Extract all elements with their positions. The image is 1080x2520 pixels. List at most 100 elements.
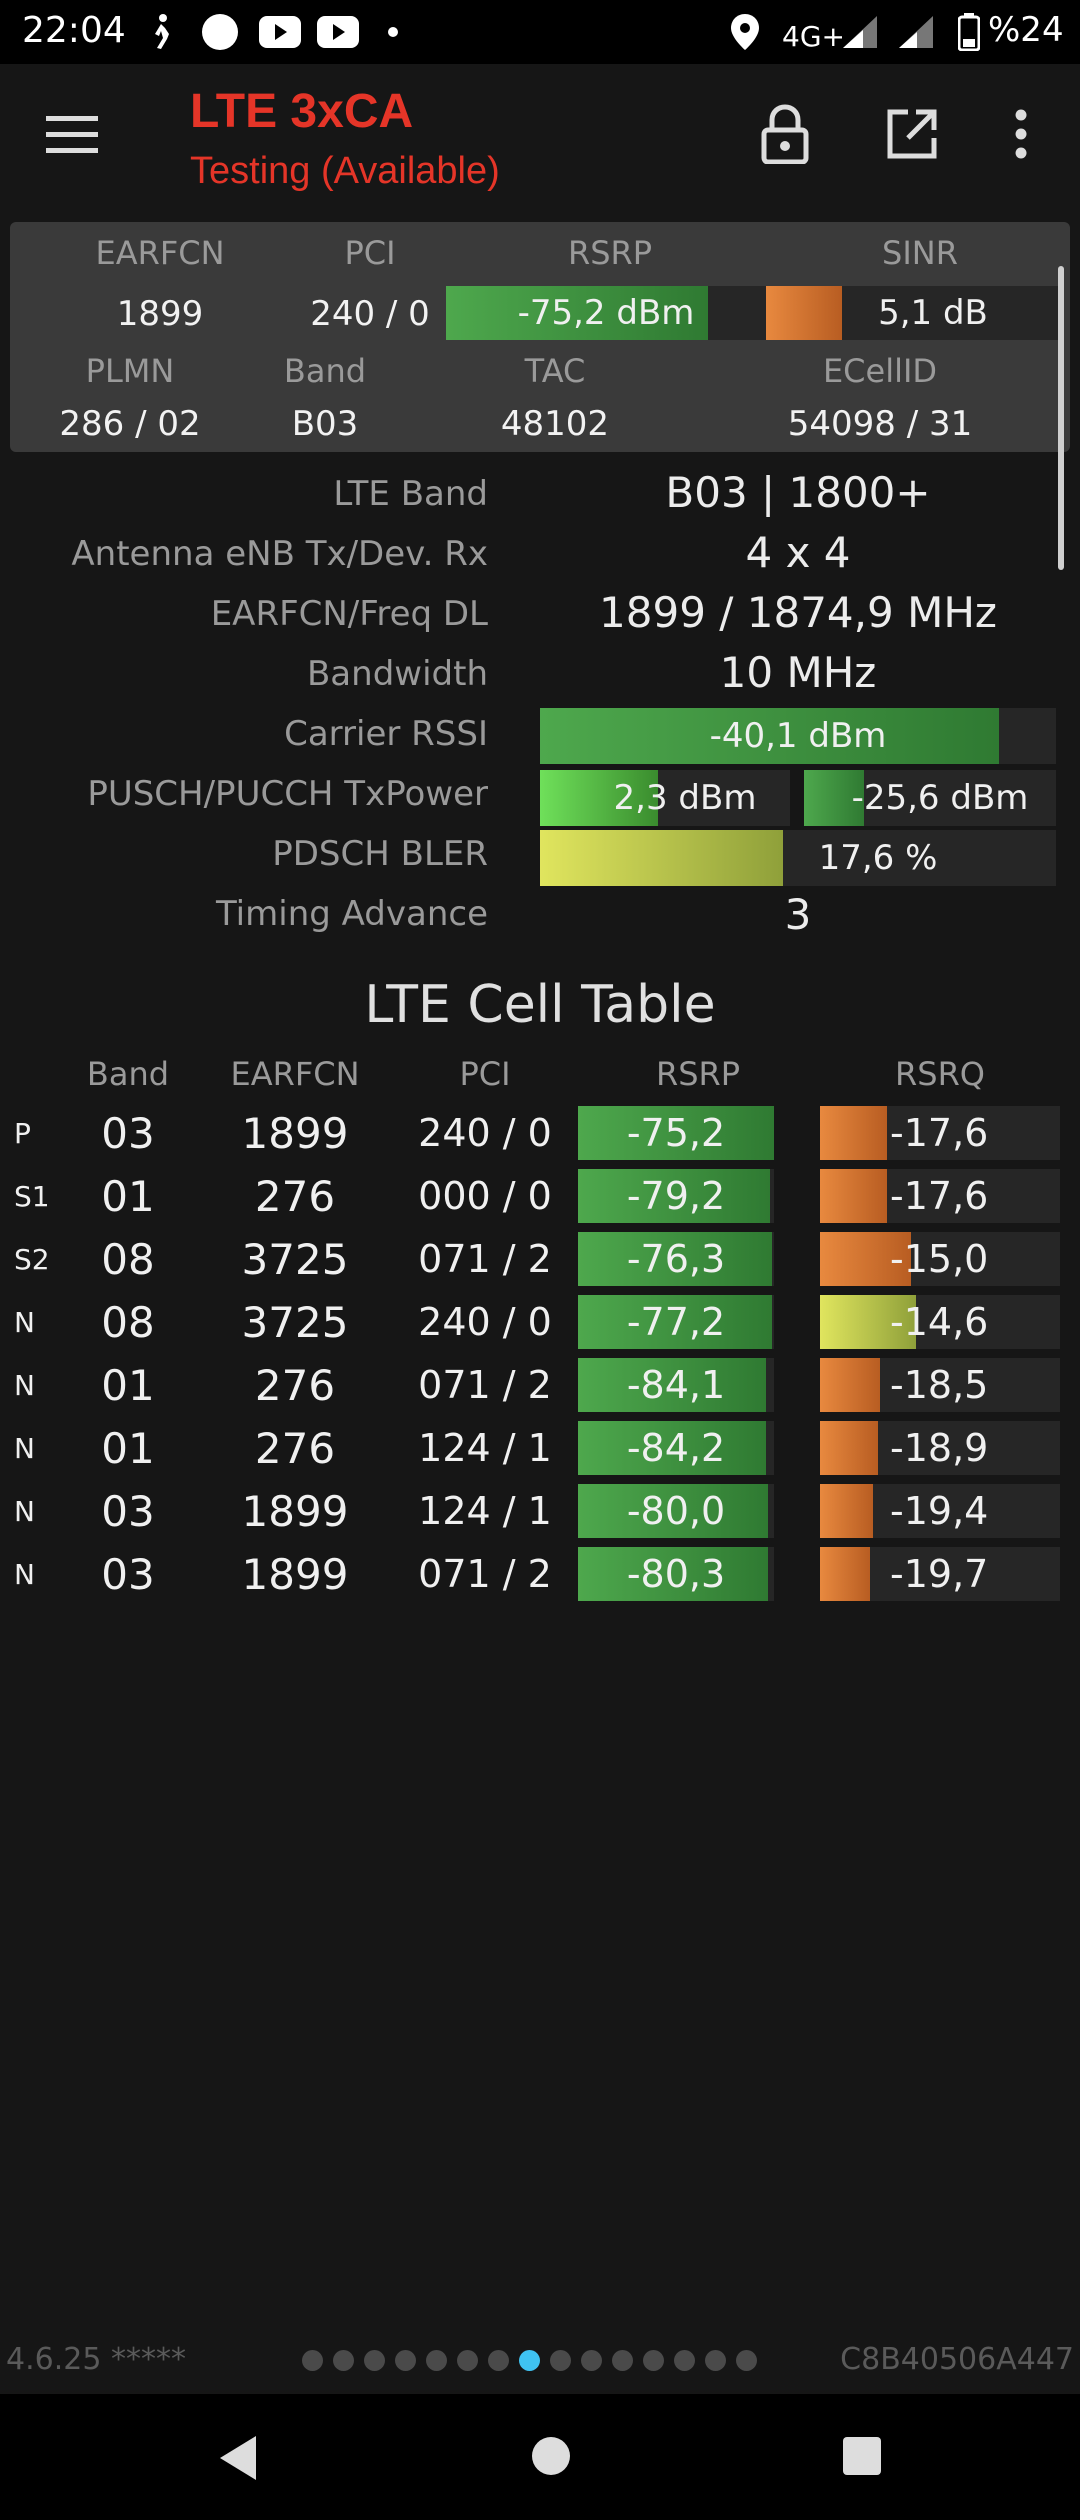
row-rsrp-fill (578, 1358, 767, 1412)
page-dot[interactable] (488, 2350, 509, 2371)
lock-icon[interactable] (760, 104, 810, 165)
summary-sinr-value: 5,1 dB (878, 293, 988, 333)
summary-header-plmn: PLMN (85, 352, 175, 390)
row-rsrp-fill (578, 1421, 767, 1475)
table-row: N 01 276 124 / 1 -84,2 -18,9 (0, 1417, 1080, 1479)
page-dot[interactable] (705, 2350, 726, 2371)
row-rsrp-fill (578, 1484, 769, 1538)
table-header-rsrp: RSRP (655, 1055, 741, 1093)
summary-header-rsrp: RSRP (567, 234, 653, 272)
detail-value-carrier-rssi: -40,1 dBm (709, 716, 887, 756)
row-rsrp-fill (578, 1106, 774, 1160)
page-dot[interactable] (674, 2350, 695, 2371)
detail-value-lte-band: B03 | 1800+ (665, 468, 931, 517)
detail-label-lte-band: LTE Band (333, 474, 488, 514)
signal-icon (840, 12, 880, 52)
row-rsrp-bar: -84,2 (578, 1421, 774, 1475)
page-dot[interactable] (457, 2350, 478, 2371)
row-band: 01 (101, 1423, 155, 1473)
row-pci: 071 / 2 (418, 1363, 552, 1407)
summary-header-sinr: SINR (882, 234, 958, 272)
table-header-band: Band (86, 1055, 170, 1093)
pusch-txpower-bar: 2,3 dBm (540, 770, 790, 826)
detail-value-earfcn-freq: 1899 / 1874,9 MHz (599, 588, 997, 637)
row-pci: 240 / 0 (418, 1300, 552, 1344)
row-rsrp-value: -80,3 (626, 1552, 726, 1596)
summary-ecellid: 54098 / 31 (787, 404, 973, 444)
carrier-rssi-bar: -40,1 dBm (540, 708, 1056, 764)
row-type: N (14, 1494, 35, 1528)
recents-icon[interactable] (842, 2436, 882, 2476)
summary-earfcn: 1899 (116, 294, 204, 334)
home-icon[interactable] (531, 2436, 571, 2476)
row-pci: 124 / 1 (418, 1489, 552, 1533)
page-dot[interactable] (333, 2350, 354, 2371)
page-dot[interactable] (643, 2350, 664, 2371)
row-earfcn: 3725 (241, 1297, 349, 1347)
summary-tac: 48102 (500, 404, 610, 444)
device-id: C8B40506A447 (840, 2342, 1074, 2377)
row-rsrq-value: -19,4 (890, 1489, 989, 1533)
row-earfcn: 1899 (241, 1549, 349, 1599)
row-rsrq-bar: -14,6 (820, 1295, 1060, 1349)
status-bar: 22:04 4G+ %24 (0, 0, 1080, 64)
back-icon[interactable] (216, 2434, 260, 2482)
system-nav-bar (0, 2394, 1080, 2520)
page-dot[interactable] (581, 2350, 602, 2371)
pucch-txpower-bar: -25,6 dBm (804, 770, 1056, 826)
scrollbar[interactable] (1058, 266, 1064, 570)
row-rsrp-value: -75,2 (626, 1111, 726, 1155)
external-link-icon[interactable] (886, 108, 938, 160)
page-dot[interactable] (426, 2350, 447, 2371)
row-rsrp-value: -76,3 (626, 1237, 726, 1281)
circle-icon (200, 12, 240, 52)
row-rsrp-value: -79,2 (626, 1174, 726, 1218)
row-band: 01 (101, 1360, 155, 1410)
detail-value-pdsch-bler: 17,6 % (818, 838, 938, 878)
pucch-txpower-fill (804, 770, 865, 826)
row-rsrq-bar: -15,0 (820, 1232, 1060, 1286)
row-rsrp-bar: -80,3 (578, 1547, 774, 1601)
row-rsrp-value: -84,1 (626, 1363, 726, 1407)
detail-value-timing-advance: 3 (784, 890, 812, 939)
table-row: N 03 1899 071 / 2 -80,3 -19,7 (0, 1543, 1080, 1605)
page-dot[interactable] (736, 2350, 757, 2371)
page-dot[interactable] (550, 2350, 571, 2371)
detail-label-antenna: Antenna eNB Tx/Dev. Rx (71, 534, 488, 574)
table-header-earfcn: EARFCN (230, 1055, 360, 1093)
page-dot[interactable] (612, 2350, 633, 2371)
row-type: N (14, 1557, 35, 1591)
row-rsrp-fill (578, 1232, 773, 1286)
row-rsrq-bar: -19,4 (820, 1484, 1060, 1538)
table-row: S1 01 276 000 / 0 -79,2 -17,6 (0, 1165, 1080, 1227)
more-vert-icon[interactable] (1014, 108, 1028, 160)
page-indicator[interactable] (302, 2350, 757, 2371)
menu-icon[interactable] (46, 112, 98, 156)
row-type: P (14, 1116, 31, 1150)
detail-value-pusch-txpower: 2,3 dBm (613, 778, 757, 818)
row-rsrq-fill (820, 1358, 880, 1412)
page-dot[interactable] (395, 2350, 416, 2371)
row-rsrq-value: -17,6 (890, 1174, 989, 1218)
row-rsrq-value: -18,9 (890, 1426, 989, 1470)
detail-value-pucch-txpower: -25,6 dBm (851, 778, 1029, 818)
row-rsrp-fill (578, 1169, 771, 1223)
row-rsrp-bar: -75,2 (578, 1106, 774, 1160)
row-rsrq-value: -15,0 (890, 1237, 989, 1281)
youtube-icon (258, 12, 302, 52)
row-earfcn: 1899 (241, 1486, 349, 1536)
row-rsrp-value: -80,0 (626, 1489, 726, 1533)
page-dot[interactable] (519, 2350, 540, 2371)
detail-label-carrier-rssi: Carrier RSSI (284, 714, 488, 754)
pdsch-bler-bar: 17,6 % (540, 830, 1056, 886)
row-earfcn: 276 (254, 1360, 336, 1410)
page-dot[interactable] (364, 2350, 385, 2371)
pusch-txpower-fill (540, 770, 658, 826)
page-dot[interactable] (302, 2350, 323, 2371)
row-rsrp-bar: -77,2 (578, 1295, 774, 1349)
summary-sinr-bar: 5,1 dB (766, 286, 1060, 340)
summary-header-tac: TAC (524, 352, 586, 390)
row-rsrq-fill (820, 1421, 878, 1475)
page-title: LTE 3xCA (190, 85, 414, 138)
detail-value-bandwidth: 10 MHz (719, 648, 877, 697)
